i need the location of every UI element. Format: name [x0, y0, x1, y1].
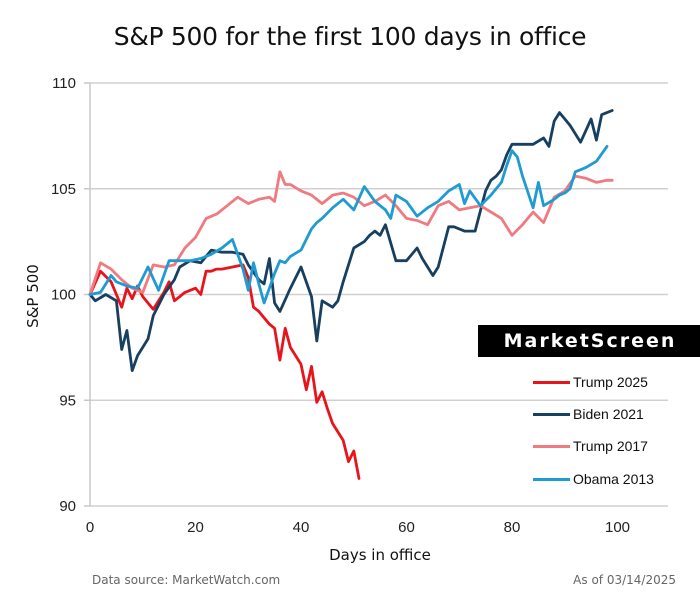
legend-swatch [533, 380, 570, 384]
legend-label: Biden 2021 [573, 406, 644, 422]
y-tick-label: 100 [51, 287, 76, 304]
series-line-obama-2013 [88, 144, 609, 305]
legend-item-obama-2013: Obama 2013 [533, 469, 654, 489]
legend-item-trump-2025: Trump 2025 [533, 372, 648, 392]
legend-item-biden-2021: Biden 2021 [533, 404, 644, 424]
chart-title: S&P 500 for the first 100 days in office [113, 22, 587, 51]
y-tick-label: 95 [59, 392, 76, 409]
series-lines [88, 109, 614, 480]
legend-swatch [533, 444, 570, 448]
y-axis-label: S&P 500 [24, 264, 42, 328]
x-tick-label: 0 [86, 519, 94, 536]
y-tick-labels: 90 95 100 105 110 [51, 75, 76, 515]
as-of-date: As of 03/14/2025 [573, 573, 676, 587]
gridlines [90, 82, 668, 507]
series-line-trump-2017 [88, 170, 614, 296]
x-axis-label: Days in office [329, 546, 431, 564]
legend-label: Obama 2013 [573, 471, 654, 487]
series-line-biden-2021 [88, 109, 614, 373]
x-tick-label: 40 [293, 519, 310, 536]
marketscreen-logo: MarketScreen [478, 325, 700, 357]
x-tick-label: 100 [605, 519, 630, 536]
y-tick-label: 90 [59, 498, 76, 515]
y-tick-label: 110 [52, 75, 76, 92]
y-tick-label: 105 [51, 181, 76, 198]
x-tick-label: 60 [398, 519, 415, 536]
legend-label: Trump 2025 [573, 374, 648, 390]
x-tick-label: 80 [504, 519, 521, 536]
x-tick-label: 20 [187, 519, 204, 536]
legend-swatch [533, 477, 570, 481]
x-tick-labels: 0 20 40 60 80 100 [86, 519, 630, 536]
series-line-trump-2025 [88, 263, 361, 480]
data-source-note: Data source: MarketWatch.com [92, 573, 281, 587]
legend-item-trump-2017: Trump 2017 [533, 436, 648, 456]
legend-label: Trump 2017 [573, 438, 648, 454]
legend-swatch [533, 412, 570, 416]
